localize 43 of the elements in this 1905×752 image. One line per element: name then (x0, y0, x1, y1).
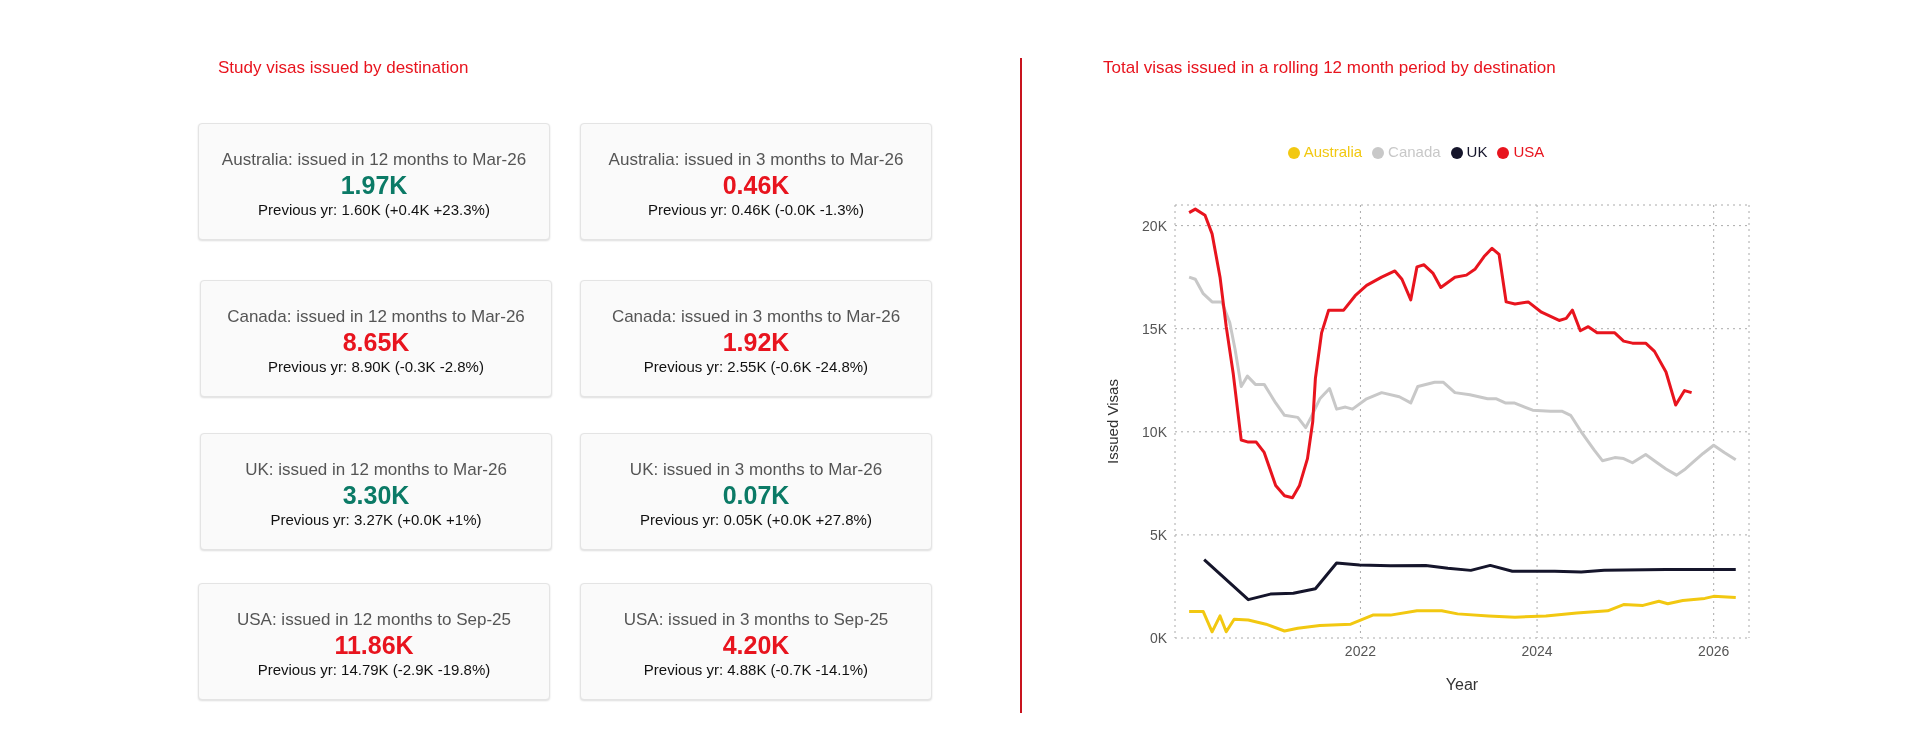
text: Previous yr: 0.05K (+0.0K +27.8%) (639, 510, 873, 529)
line-series (1187, 207, 1694, 500)
text: 3.30K (342, 481, 410, 509)
y-tick-label: 10K (1142, 423, 1168, 440)
category-label: Australia: issued in 3 months to Mar-26 (607, 149, 905, 170)
y-tick-label: 20K (1142, 217, 1168, 234)
x-tick-label: 2022 (1344, 642, 1377, 659)
text: Previous yr: 3.27K (+0.0K +1%) (269, 510, 483, 529)
text: Previous yr: 4.88K (-0.7K -14.1%) (642, 660, 870, 679)
legend-label: USA (1513, 143, 1545, 160)
text: Previous yr: 0.46K (-0.0K -1.3%) (647, 200, 865, 219)
category-label: Canada: issued in 12 months to Mar-26 (226, 306, 526, 327)
x-axis-title: Year (1445, 676, 1479, 693)
text: Previous yr: 8.90K (-0.3K -2.8%) (267, 357, 485, 376)
category-label: Australia: issued in 12 months to Mar-26 (220, 149, 528, 170)
y-tick-label: 15K (1142, 320, 1168, 337)
line-series (1187, 594, 1738, 634)
category-label: UK: issued in 12 months to Mar-26 (244, 459, 508, 480)
chart-title: Total visas issued in a rolling 12 month period by destination (1103, 58, 1556, 78)
category-label: Canada: issued in 3 months to Mar-26 (610, 306, 902, 327)
category-label: UK: issued in 3 months to Mar-26 (628, 459, 884, 480)
category-label: USA: issued in 3 months to Sep-25 (622, 609, 890, 630)
text: 1.92K (722, 328, 790, 356)
text: Previous yr: 2.55K (-0.6K -24.8%) (642, 357, 870, 376)
text: 0.46K (722, 171, 790, 199)
legend-label: Australia (1303, 143, 1363, 160)
text: 1.97K (340, 171, 408, 199)
y-axis-title: Issued Visas (1104, 379, 1122, 464)
text: Previous yr: 14.79K (-2.9K -19.8%) (256, 660, 492, 679)
category-label: USA: issued in 12 months to Sep-25 (235, 609, 512, 630)
text: 0.07K (722, 481, 790, 509)
legend-label: UK (1466, 143, 1488, 160)
x-tick-label: 2024 (1521, 642, 1553, 659)
text: 11.86K (334, 631, 414, 659)
text: Study visas issued by destination (218, 58, 469, 78)
x-tick-label: 2026 (1698, 642, 1730, 659)
text: 8.65K (342, 328, 410, 356)
y-tick-label: 5K (1149, 526, 1168, 543)
line-series (1187, 275, 1738, 477)
text: Previous yr: 1.60K (+0.4K +23.3%) (257, 200, 491, 219)
y-tick-label: 0K (1149, 629, 1168, 646)
line-series (1202, 558, 1738, 602)
text: 4.20K (722, 631, 790, 659)
